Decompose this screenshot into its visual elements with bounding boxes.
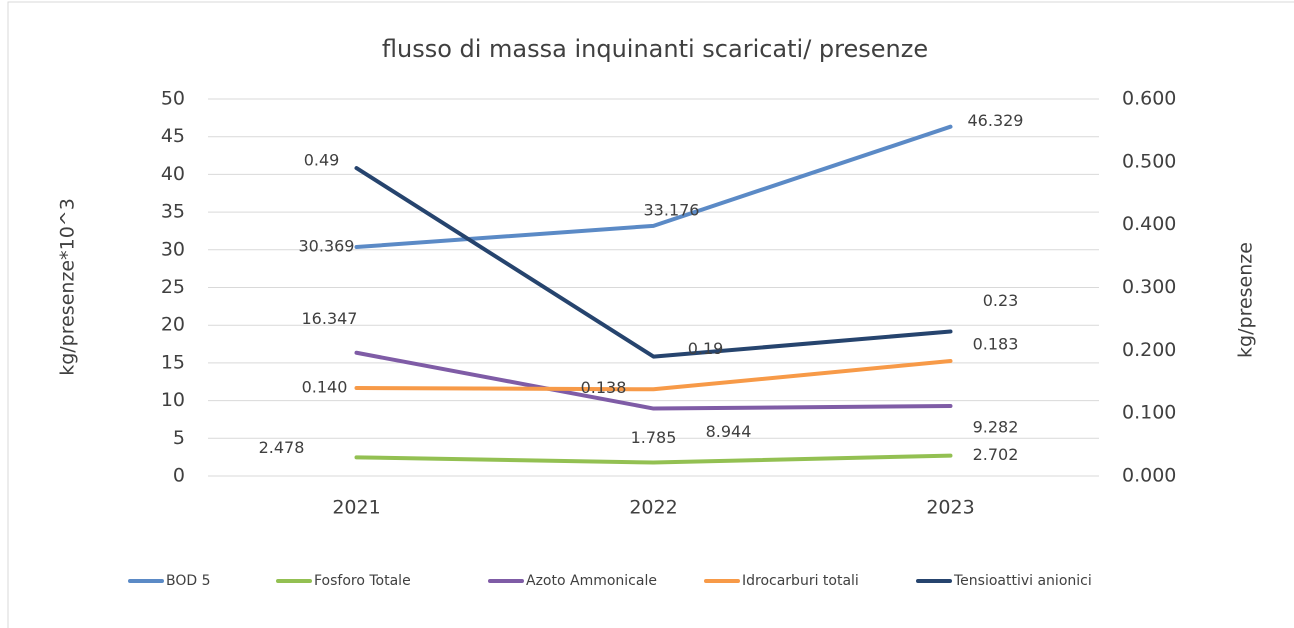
y2-tick-label: 0.300 xyxy=(1122,276,1176,298)
data-label: 8.944 xyxy=(706,422,752,441)
data-label: 0.183 xyxy=(973,335,1019,354)
data-label: 33.176 xyxy=(644,200,700,219)
data-label: 0.49 xyxy=(304,151,340,170)
series-line xyxy=(354,166,953,359)
data-label: 1.785 xyxy=(631,428,677,447)
data-label: 0.140 xyxy=(302,378,348,397)
data-label: 16.347 xyxy=(302,309,358,328)
y-tick-label: 30 xyxy=(161,238,185,260)
data-label: 2.702 xyxy=(973,445,1019,464)
y-tick-label: 10 xyxy=(161,389,185,411)
y-tick-label: 50 xyxy=(161,88,185,110)
legend-label: Fosforo Totale xyxy=(314,573,411,589)
legend-label: BOD 5 xyxy=(166,573,211,589)
y-tick-label: 35 xyxy=(161,201,185,223)
y2-tick-label: 0.500 xyxy=(1122,150,1176,172)
chart-title: flusso di massa inquinanti scaricati/ pr… xyxy=(382,35,928,63)
data-label: 0.138 xyxy=(581,378,627,397)
data-label: 0.19 xyxy=(688,339,724,358)
y2-axis-title: kg/presenze xyxy=(1235,242,1257,358)
y-tick-label: 15 xyxy=(161,351,185,373)
y-tick-label: 40 xyxy=(161,163,185,185)
y2-tick-label: 0.100 xyxy=(1122,402,1176,424)
y2-tick-label: 0.600 xyxy=(1122,88,1176,110)
x-tick-label: 2023 xyxy=(926,497,974,519)
data-label: 2.478 xyxy=(259,438,305,457)
y2-tick-label: 0.400 xyxy=(1122,213,1176,235)
data-label: 30.369 xyxy=(299,237,355,256)
y-axis-title: kg/presenze*10^3 xyxy=(57,198,79,376)
x-tick-label: 2022 xyxy=(629,497,677,519)
series-line xyxy=(354,359,953,392)
y2-tick-label: 0.200 xyxy=(1122,339,1176,361)
chart-frame xyxy=(7,1,1294,628)
y-tick-label: 0 xyxy=(173,465,185,487)
series-line xyxy=(354,350,953,411)
y-tick-label: 45 xyxy=(161,125,185,147)
series-line xyxy=(354,124,953,250)
y-tick-label: 20 xyxy=(161,314,185,336)
series-line xyxy=(354,453,953,465)
y-tick-label: 5 xyxy=(173,427,185,449)
data-label: 46.329 xyxy=(968,111,1024,130)
y-tick-label: 25 xyxy=(161,276,185,298)
data-label: 0.23 xyxy=(983,291,1019,310)
x-tick-label: 2021 xyxy=(332,497,380,519)
legend-label: Tensioattivi anionici xyxy=(953,573,1092,589)
y2-tick-label: 0.000 xyxy=(1122,465,1176,487)
legend-label: Azoto Ammonicale xyxy=(526,573,657,589)
legend-label: Idrocarburi totali xyxy=(742,573,859,589)
data-label: 9.282 xyxy=(973,418,1019,437)
